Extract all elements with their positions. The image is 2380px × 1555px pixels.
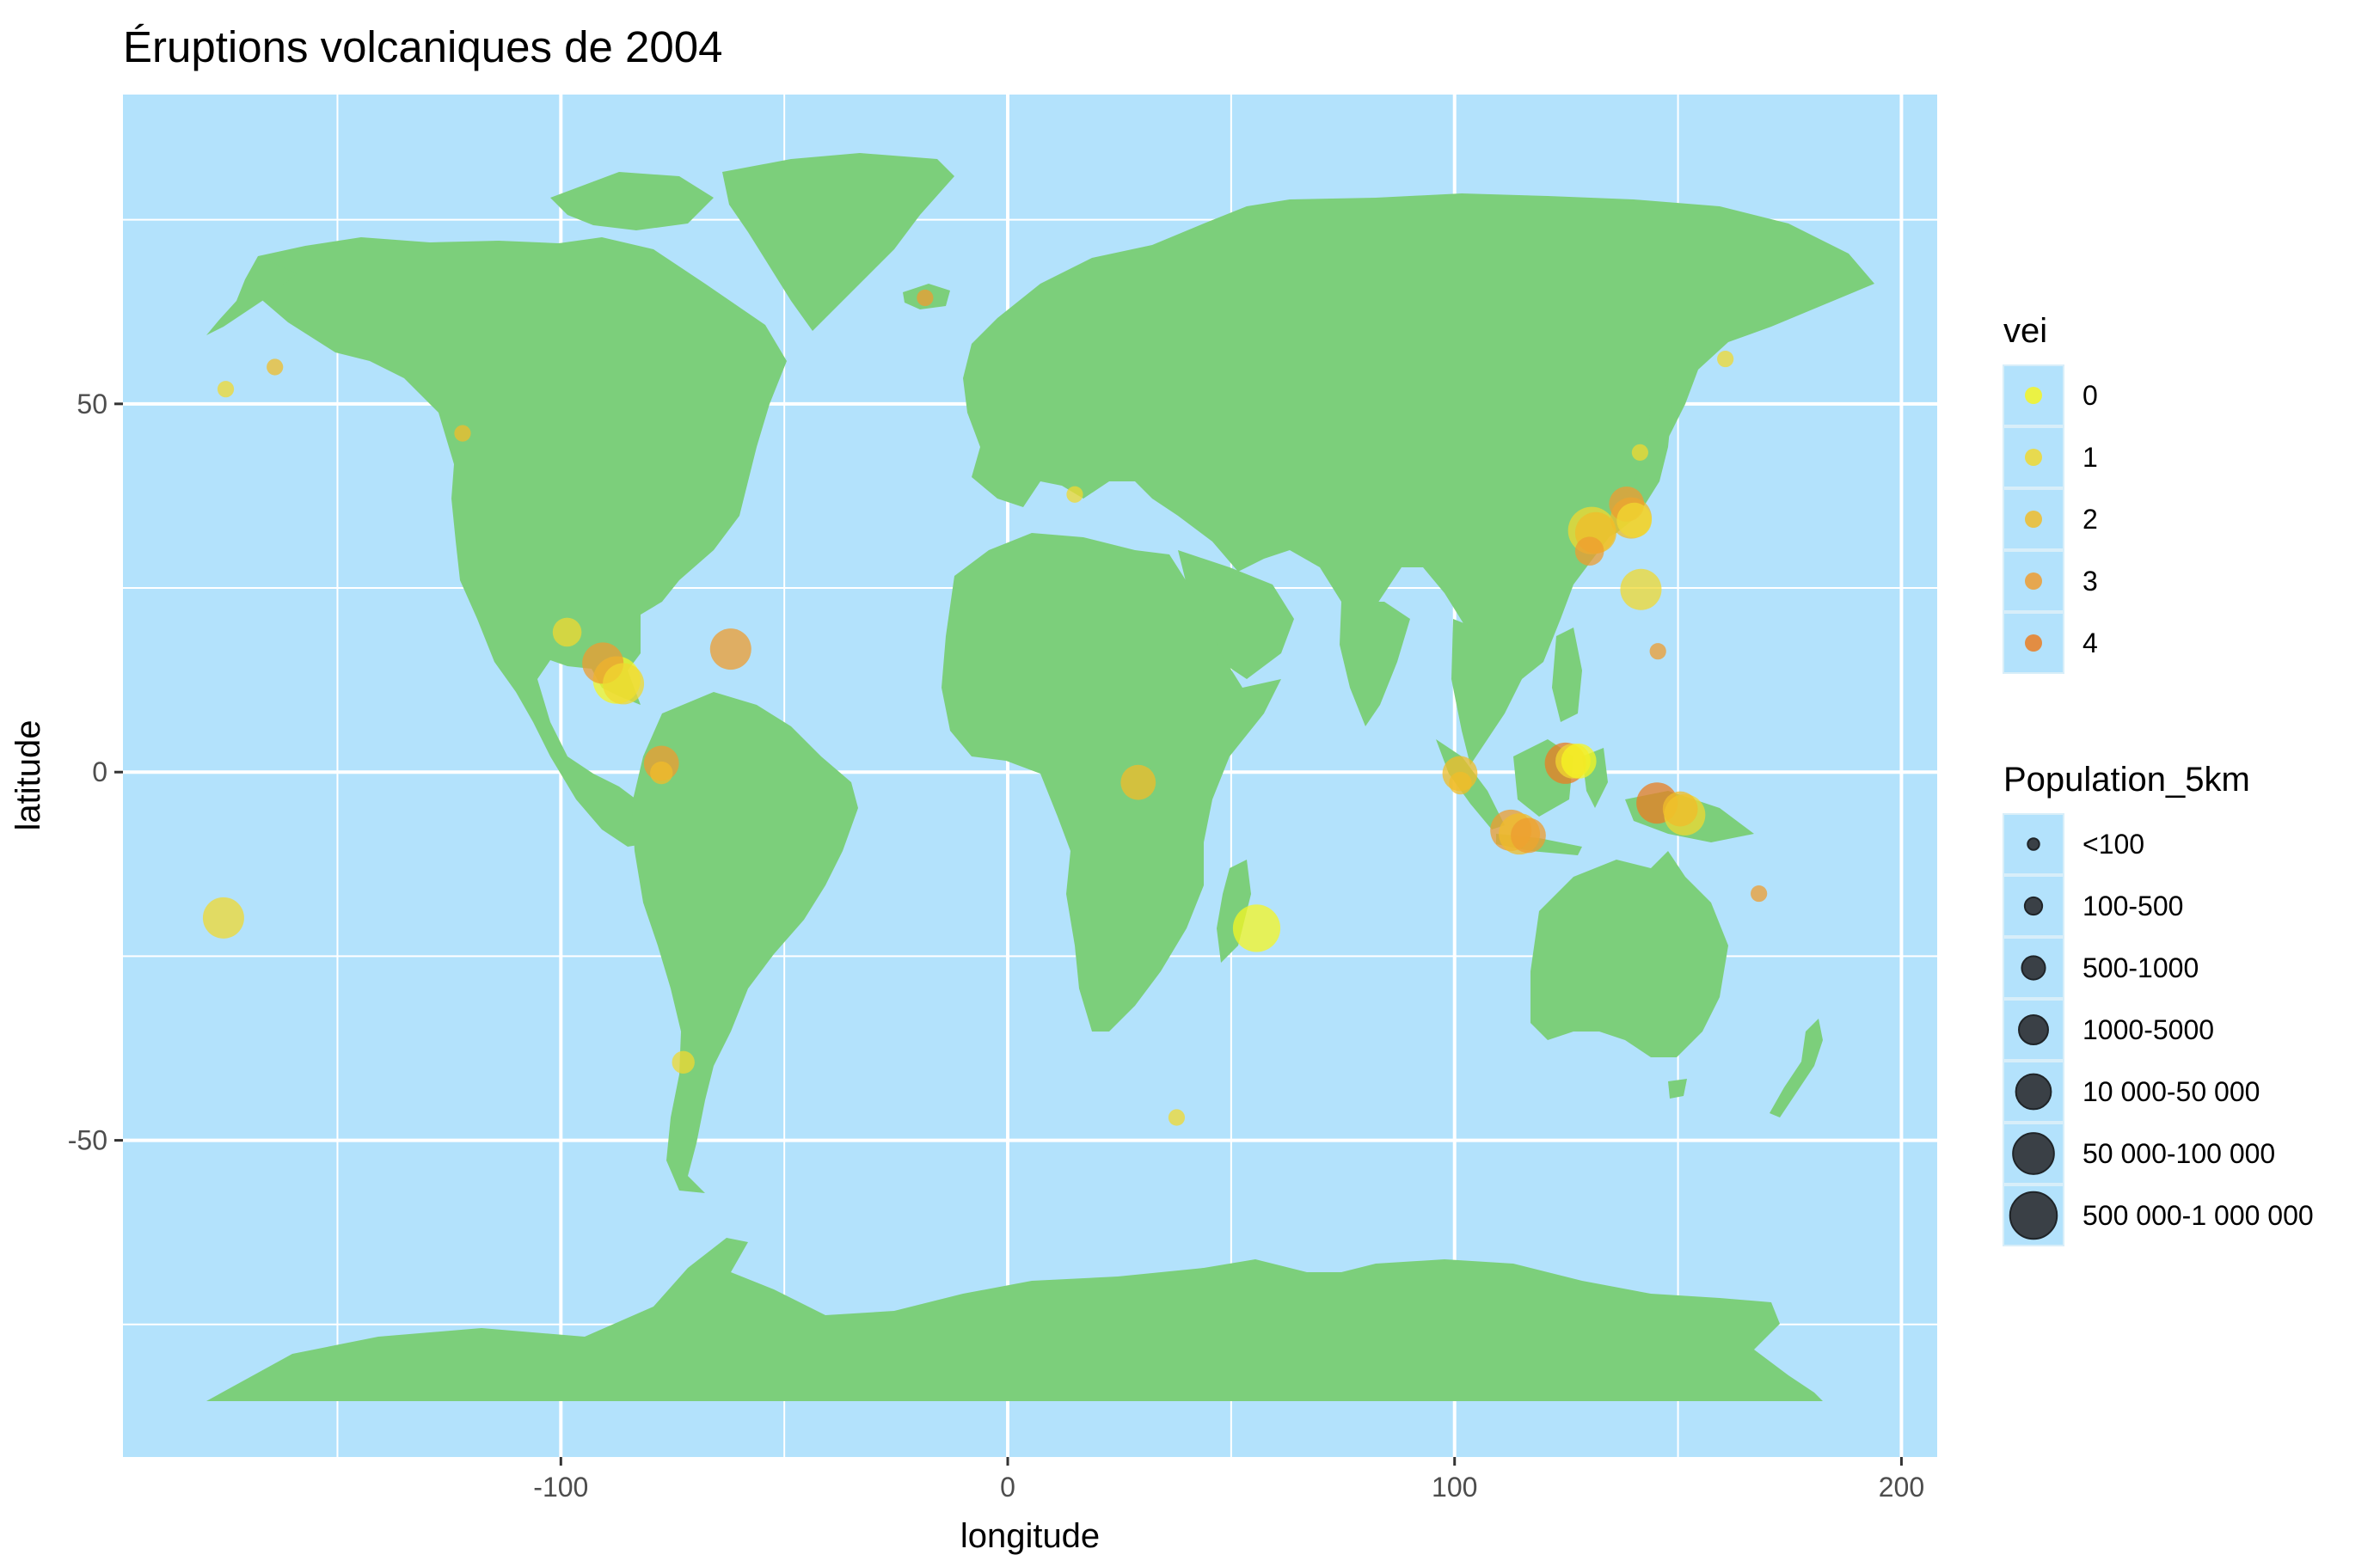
eruption-point xyxy=(1574,536,1604,566)
eruption-point xyxy=(552,617,582,647)
legend-population-key-dot xyxy=(2027,837,2040,851)
x-axis: -100 0 100 200 xyxy=(533,1457,1924,1503)
eruption-point xyxy=(672,1050,695,1074)
land-tasmania xyxy=(1668,1079,1687,1099)
y-tick-label: 50 xyxy=(77,389,107,419)
eruption-point xyxy=(1662,791,1698,827)
land-arabia xyxy=(1178,550,1294,679)
x-tick-label: 0 xyxy=(1000,1472,1015,1503)
legend-vei-title: vei xyxy=(2003,312,2047,350)
legend-population-key-dot xyxy=(2009,1191,2058,1240)
eruption-point xyxy=(1511,817,1546,854)
land-eurasia xyxy=(963,193,1874,695)
y-axis-title: latitude xyxy=(9,720,47,831)
legend-population-label: 1000-5000 xyxy=(2082,1014,2214,1045)
legend-population-key-dot xyxy=(2012,1132,2055,1175)
x-axis-title: longitude xyxy=(960,1517,1100,1555)
legend-population-label: 500-1000 xyxy=(2082,952,2199,983)
legend-vei-label: 2 xyxy=(2082,504,2098,535)
land-philippines xyxy=(1552,628,1582,722)
land-japan xyxy=(1599,378,1672,542)
legend-vei-label: 1 xyxy=(2082,442,2098,473)
world-land-masses xyxy=(206,153,1874,1401)
eruption-point xyxy=(267,358,284,376)
legend-population-key-box xyxy=(2003,1061,2064,1123)
land-antarctica xyxy=(206,1238,1823,1401)
land-australia xyxy=(1530,851,1728,1057)
legend-population-label: <100 xyxy=(2082,829,2144,860)
y-tick-label: 0 xyxy=(92,756,107,787)
eruption-point xyxy=(603,663,645,705)
legend-vei-key-dot xyxy=(2025,572,2042,590)
legend-vei-key-dot xyxy=(2025,449,2042,466)
eruption-point xyxy=(454,425,471,442)
eruption-point xyxy=(217,381,235,398)
eruption-point xyxy=(1620,568,1662,610)
land-madagascar xyxy=(1217,860,1251,963)
legend-vei-keys: 0 1 2 3 4 xyxy=(2003,364,2098,674)
eruption-point xyxy=(1561,743,1597,779)
eruption-point xyxy=(709,628,751,670)
legend-population-label: 100-500 xyxy=(2082,891,2183,921)
eruption-point xyxy=(917,289,934,307)
legend-vei-key-dot xyxy=(2025,634,2042,652)
eruption-point xyxy=(1649,643,1666,660)
chart-title: Éruptions volcaniques de 2004 xyxy=(123,22,723,71)
legend-population-key-dot xyxy=(2023,896,2044,916)
legend-population: Population_5km <100 100-500 500-1000 1000-5… xyxy=(2003,761,2314,1246)
eruption-point xyxy=(1616,502,1653,538)
legend-vei-key-box xyxy=(2003,488,2064,550)
legend-population-key-dot xyxy=(2018,1014,2049,1045)
land-indochina xyxy=(1451,619,1522,765)
eruption-point xyxy=(650,761,673,785)
land-india xyxy=(1340,602,1410,726)
eruption-point xyxy=(1751,885,1768,903)
x-tick-label: 100 xyxy=(1432,1472,1477,1503)
land-africa xyxy=(942,533,1281,1032)
legend-vei-label: 4 xyxy=(2082,628,2098,658)
legend-population-title: Population_5km xyxy=(2003,761,2250,799)
legend-population-label: 500 000-1 000 000 xyxy=(2082,1200,2314,1231)
x-tick-label: -100 xyxy=(533,1472,588,1503)
legend-vei-label: 3 xyxy=(2082,566,2098,597)
land-arctic-islands xyxy=(550,172,714,230)
eruption-point xyxy=(1631,444,1648,461)
y-axis: -50 0 50 xyxy=(68,389,123,1156)
land-new-zealand xyxy=(1770,1019,1823,1117)
land-north-america xyxy=(258,237,787,847)
eruption-point xyxy=(1449,771,1472,795)
y-tick-label: -50 xyxy=(68,1125,107,1156)
eruption-point xyxy=(202,897,244,939)
eruption-point xyxy=(1717,350,1734,368)
eruption-point xyxy=(1066,486,1083,503)
legend-population-key-dot xyxy=(2015,1073,2052,1111)
eruption-point xyxy=(1168,1109,1186,1126)
land-alaska-peninsula xyxy=(206,256,297,335)
eruption-point xyxy=(1232,904,1281,952)
legend-population-keys: <100 100-500 500-1000 1000-5000 10 000-50 00… xyxy=(2003,813,2314,1246)
eruption-point xyxy=(1120,764,1156,800)
legend-population-label: 10 000-50 000 xyxy=(2082,1076,2260,1107)
legend-vei-key-dot xyxy=(2025,387,2042,404)
land-greenland xyxy=(722,153,954,331)
legend-population-label: 50 000-100 000 xyxy=(2082,1138,2275,1169)
x-tick-label: 200 xyxy=(1879,1472,1924,1503)
map-panel xyxy=(123,95,1937,1457)
legend-population-key-box xyxy=(2003,999,2064,1061)
legend-population-key-dot xyxy=(2021,955,2046,981)
legend-vei-label: 0 xyxy=(2082,380,2098,411)
eruption-points xyxy=(202,289,1768,1126)
legend-vei-key-dot xyxy=(2025,511,2042,528)
legend-vei: vei 0 1 2 3 4 xyxy=(2003,312,2098,674)
